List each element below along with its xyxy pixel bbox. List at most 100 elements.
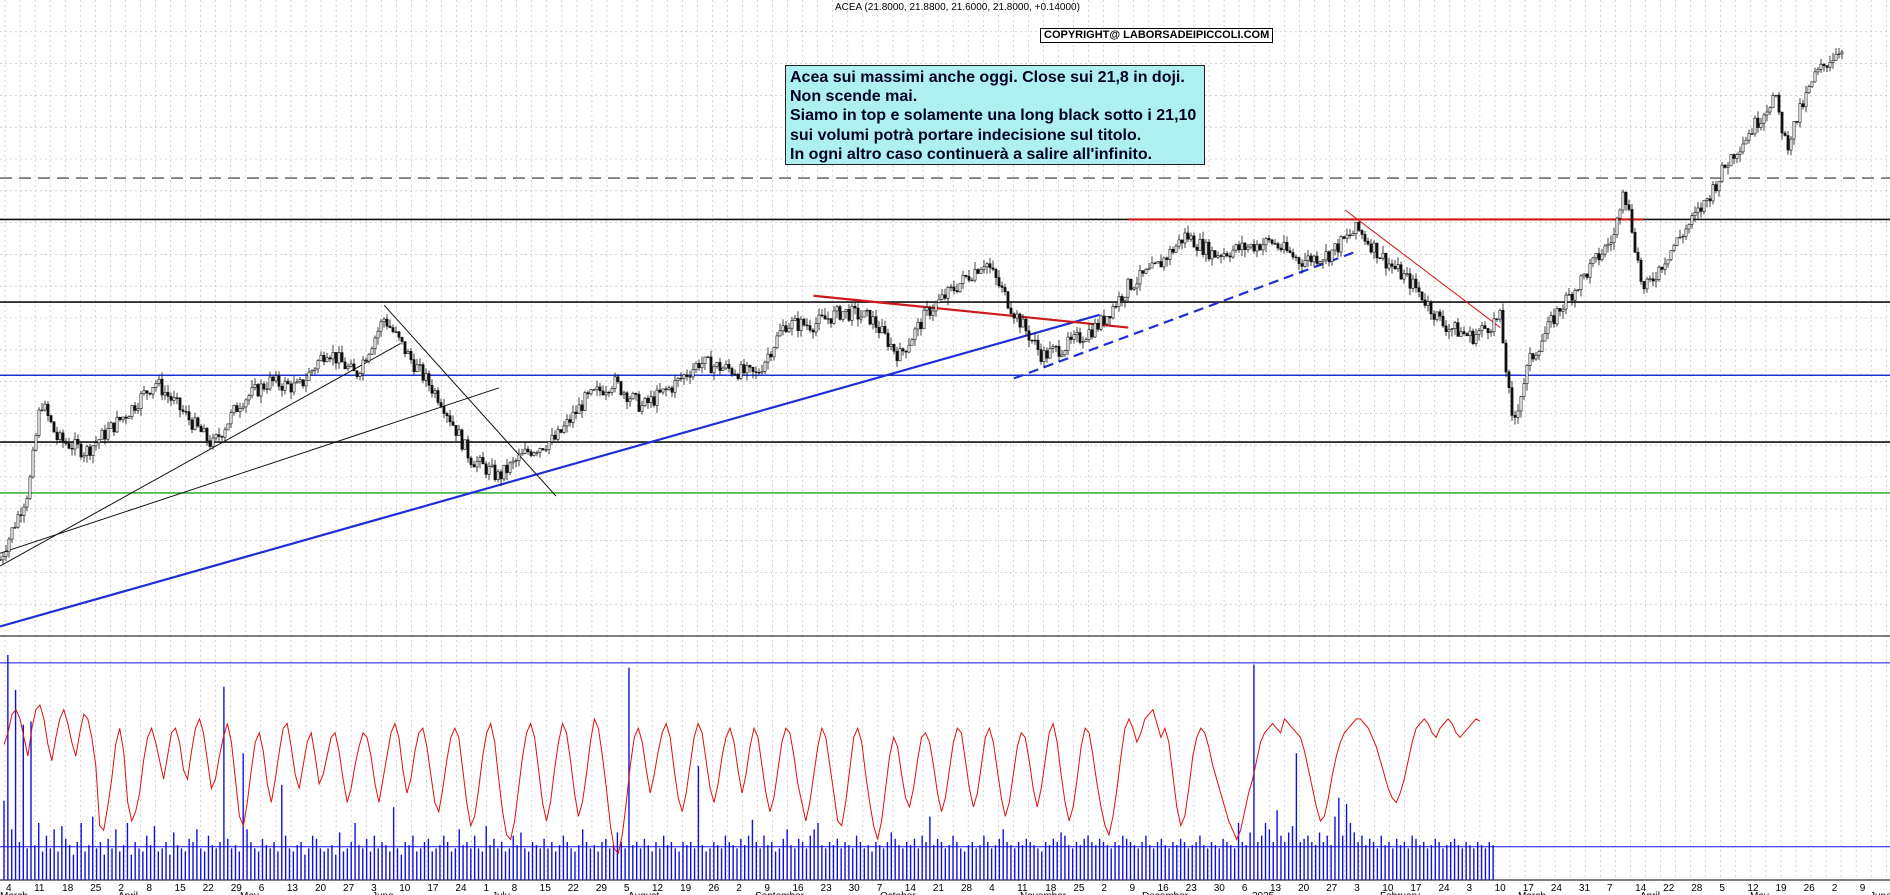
candle-body [1468,330,1472,337]
x-day-label: 19 [1776,883,1788,894]
candle-body [313,368,317,371]
candle-body [142,390,146,395]
candle-body [1036,339,1040,350]
candle-body [253,384,257,388]
candle-body [1630,209,1634,233]
candle-body [1456,322,1460,337]
candle-body [1615,217,1619,235]
candle-body [850,305,854,321]
candle-body [1828,62,1832,68]
candle-body [307,371,311,381]
candle-body [133,405,137,411]
candle-body [859,316,863,320]
candle-body [709,356,713,374]
candle-body [400,336,404,342]
candle-body [1294,256,1298,259]
candle-body [751,366,755,373]
candle-body [418,364,422,366]
candle-body [337,352,341,364]
candle-body [604,391,608,396]
candle-body [970,279,974,282]
x-day-label: 15 [540,883,552,894]
x-day-label: 9 [1130,883,1136,894]
candle-body [1696,207,1700,213]
candle-body [1621,191,1625,211]
candle-body [1762,114,1766,124]
candle-body [1789,138,1793,151]
candle-body [1039,349,1043,362]
candle-body [778,330,782,337]
x-month-label: September [755,891,805,895]
x-day-label: 2 [1101,883,1107,894]
candle-body [1363,234,1367,242]
candle-body [715,362,719,367]
candle-body [601,390,605,396]
candle-body [67,443,71,449]
candle-body [931,310,935,316]
candle-body [97,439,101,444]
x-day-label: 28 [1691,883,1703,894]
x-month-label: April [1640,891,1660,895]
candle-body [733,373,737,376]
candle-body [376,330,380,339]
candle-body [883,326,887,334]
candle-body [1219,255,1223,257]
candle-body [1192,235,1196,248]
candle-body [904,350,908,353]
candle-body [196,417,200,427]
candle-body [766,353,770,363]
candle-body [583,392,587,411]
candle-body [619,381,623,395]
candle-body [1366,240,1370,245]
candle-body [322,354,326,363]
candle-body [796,318,800,331]
candle-body [1576,289,1580,291]
x-day-label: 26 [1804,883,1816,894]
candle-body [1579,275,1583,290]
candle-body [175,397,179,399]
candle-body [505,464,509,473]
candle-body [1726,165,1730,168]
candle-body [1270,239,1274,244]
candle-body [520,453,524,456]
candle-body [295,381,299,384]
candle-body [907,344,911,353]
candle-body [94,442,98,447]
chart-header: ACEA (21.8000, 21.8800, 21.6000, 21.8000… [835,2,1080,13]
x-day-label: 21 [933,883,945,894]
candle-body [1255,244,1259,252]
candle-body [265,388,269,390]
candle-body [139,393,143,409]
x-day-label: 11 [34,883,45,894]
x-day-label: 16 [1158,883,1170,894]
candle-body [703,356,707,364]
candle-body [460,429,464,450]
candle-body [1651,278,1655,282]
candle-body [988,263,992,269]
x-day-label: 17 [427,883,439,894]
x-day-label: 14 [905,883,917,894]
candle-body [1021,318,1025,328]
candle-body [19,514,23,516]
candle-body [1732,154,1736,159]
candle-body [1792,121,1796,140]
candle-body [1348,234,1352,237]
candle-body [1510,387,1514,416]
candle-body [247,395,251,401]
candle-body [1009,307,1013,315]
candle-body [367,353,371,362]
candle-body [355,370,359,377]
volume-bars [3,655,1494,880]
candle-body [994,269,998,278]
candle-body [226,423,230,431]
candle-body [1447,329,1451,332]
candle-body [13,526,17,529]
candle-body [1258,244,1262,251]
candle-body [1486,328,1490,334]
candle-body [1774,94,1778,97]
candle-body [1528,353,1532,366]
candle-body [1261,244,1265,251]
candle-body [985,263,989,268]
candle-body [1699,207,1703,212]
candle-body [1627,204,1631,210]
